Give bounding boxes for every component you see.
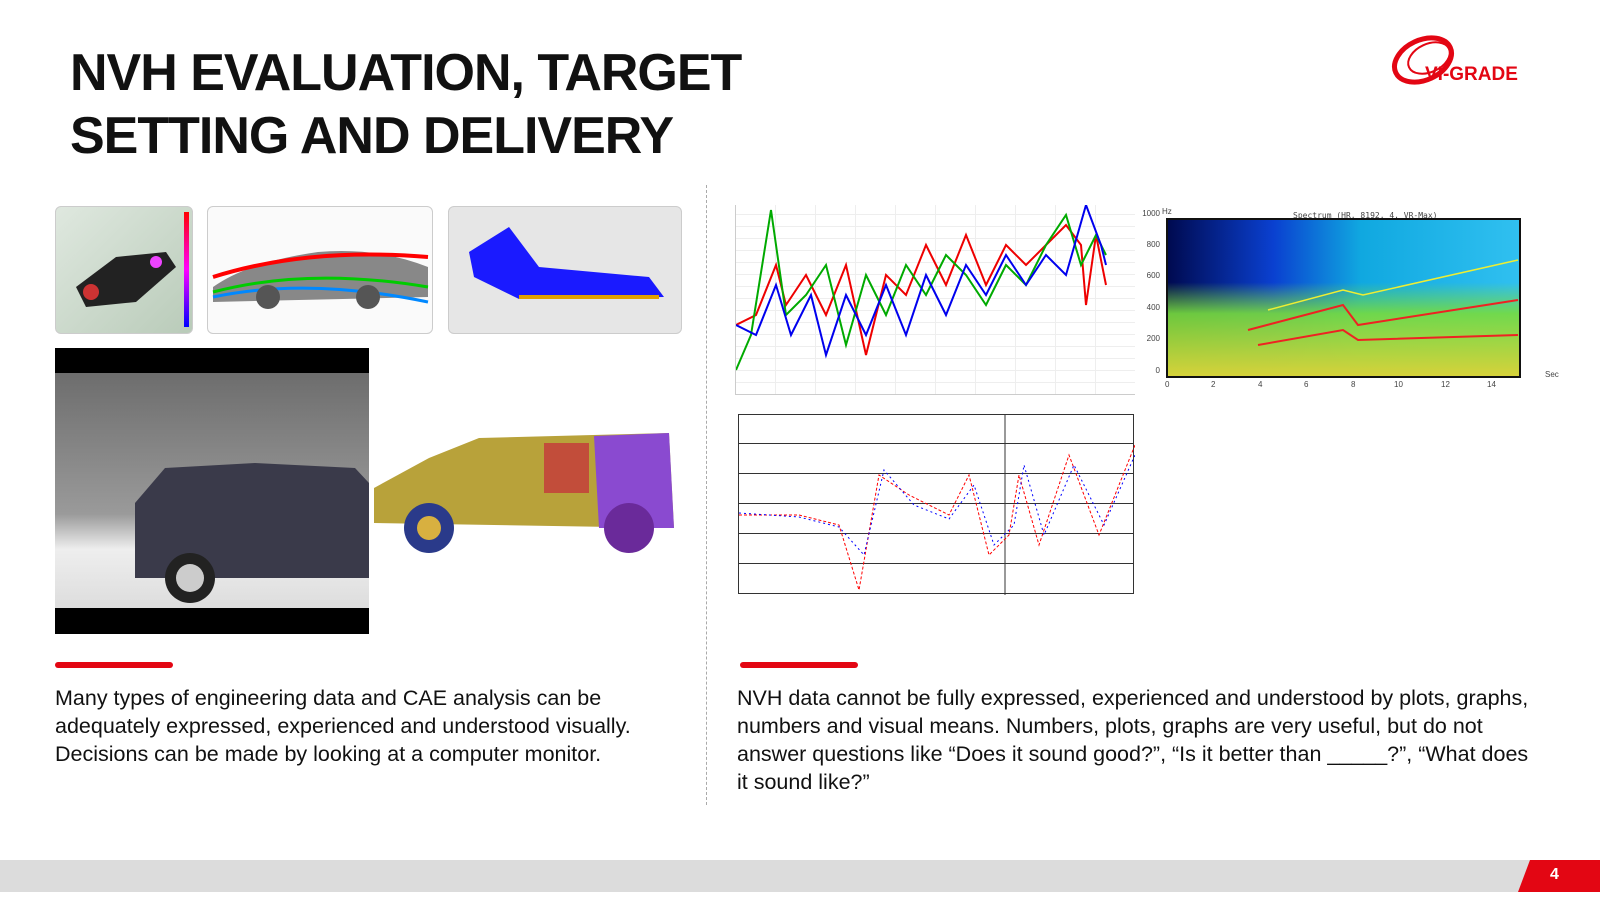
x-tick: 6 (1304, 380, 1309, 389)
crash-simulation-image (369, 348, 687, 634)
x-unit-label: Sec (1545, 370, 1559, 379)
x-tick: 4 (1258, 380, 1263, 389)
y-tick: 1000 (1142, 209, 1160, 218)
cfd-streamlines-image (207, 206, 433, 334)
frequency-response-plot (735, 201, 1135, 395)
title-line-2: SETTING AND DELIVERY (70, 107, 674, 165)
x-tick: 14 (1487, 380, 1496, 389)
y-tick: 200 (1146, 334, 1160, 343)
page-number-box (1518, 860, 1600, 892)
y-tick: 400 (1146, 303, 1160, 312)
phase-plot (738, 414, 1136, 595)
footer-bar (0, 860, 1600, 892)
spectrogram-chart: Spectrum (HR, 8192, 4, VR-Max) Hz 0 200 … (1142, 204, 1578, 394)
vi-grade-logo: VI-GRADE (1385, 32, 1560, 92)
y-tick: 0 (1155, 366, 1160, 375)
title-line-1: NVH EVALUATION, TARGET (70, 44, 742, 102)
page-title: NVH EVALUATION, TARGET SETTING AND DELIV… (70, 42, 742, 168)
right-paragraph: NVH data cannot be fully expressed, expe… (737, 686, 1529, 794)
page-number: 4 (1550, 866, 1559, 883)
left-accent-bar (55, 662, 173, 668)
svg-text:VI-GRADE: VI-GRADE (1425, 64, 1518, 85)
y-tick: 800 (1146, 240, 1160, 249)
x-ticks: 0 2 4 6 8 10 12 14 (1158, 380, 1538, 392)
component-fea-image (448, 206, 682, 334)
right-accent-bar (740, 662, 858, 668)
x-tick: 12 (1441, 380, 1450, 389)
x-tick: 8 (1351, 380, 1356, 389)
y-unit-label: Hz (1162, 207, 1172, 216)
left-paragraph: Many types of engineering data and CAE a… (55, 686, 631, 766)
crash-test-video[interactable] (55, 348, 369, 634)
spectrogram-title: Spectrum (HR, 8192, 4, VR-Max) (1293, 211, 1438, 220)
body-in-white-fea-image (55, 206, 193, 334)
y-ticks: 0 200 400 600 800 1000 (1140, 204, 1160, 384)
spectrogram-image (1166, 218, 1521, 378)
column-divider (706, 185, 707, 805)
x-tick: 0 (1165, 380, 1170, 389)
x-tick: 10 (1394, 380, 1403, 389)
x-tick: 2 (1211, 380, 1216, 389)
y-tick: 600 (1146, 271, 1160, 280)
